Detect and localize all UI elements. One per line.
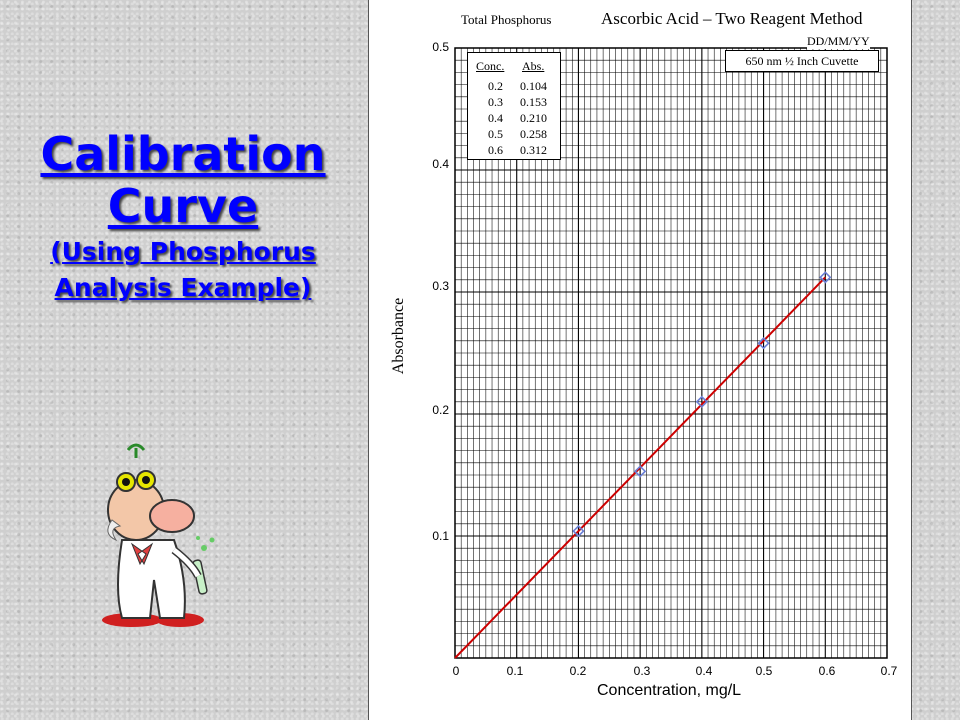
table-cell-abs: 0.104 xyxy=(520,79,547,93)
table-cell-conc: 0.2 xyxy=(488,79,503,93)
chart-title-right: Ascorbic Acid – Two Reagent Method xyxy=(601,9,863,28)
date-label: DD/MM/YY xyxy=(807,34,870,49)
data-table: Conc. Abs. 0.2 0.104 0.3 0.153 0.4 0.210… xyxy=(467,52,561,160)
calibration-chart: Total Phosphorus Ascorbic Acid – Two Rea… xyxy=(368,0,912,720)
x-tick-label: 0.6 xyxy=(818,664,836,678)
y-axis-label: Absorbance xyxy=(390,297,407,375)
slide-title-line-2: Curve xyxy=(107,179,259,233)
x-axis-label: Concentration, mg/L xyxy=(597,682,742,699)
x-tick-label: 0.7 xyxy=(880,664,898,678)
data-point xyxy=(695,395,708,408)
x-tick-label: 0.4 xyxy=(695,664,713,678)
table-cell-conc: 0.6 xyxy=(488,143,503,157)
slide-title-line-1: Calibration xyxy=(40,127,326,181)
wavelength-cuvette-box: 650 nm ½ Inch Cuvette xyxy=(725,50,879,72)
data-point xyxy=(572,524,585,538)
data-point xyxy=(819,271,832,284)
slide-title: Calibration Curve (Using Phosphorus Anal… xyxy=(10,128,356,304)
y-tick-label: 0.3 xyxy=(432,279,449,293)
table-cell-abs: 0.153 xyxy=(520,95,547,109)
chart-title-left: Total Phosphorus xyxy=(461,12,552,27)
x-tick-label: 0.3 xyxy=(633,664,651,678)
data-point xyxy=(634,465,647,478)
table-cell-conc: 0.4 xyxy=(488,111,503,125)
x-tick-label: 0 xyxy=(452,664,460,678)
table-header-conc: Conc. xyxy=(476,59,505,73)
chart-plot-area xyxy=(454,47,888,659)
y-tick-label: 0.4 xyxy=(432,157,449,171)
table-cell-abs: 0.312 xyxy=(520,143,547,157)
x-tick-label: 0.1 xyxy=(506,664,524,678)
slide-subtitle-line-1: (Using Phosphorus xyxy=(50,237,316,266)
y-tick-label: 0.1 xyxy=(432,529,449,543)
x-tick-label: 0.5 xyxy=(755,664,773,678)
y-tick-label: 0.2 xyxy=(432,403,449,417)
data-point xyxy=(757,337,770,350)
scientist-clipart xyxy=(102,443,215,627)
y-tick-label: 0.5 xyxy=(432,40,449,54)
slide-subtitle-line-2: Analysis Example) xyxy=(54,273,312,302)
x-tick-label: 0.2 xyxy=(569,664,587,678)
table-cell-conc: 0.5 xyxy=(488,127,503,141)
table-cell-conc: 0.3 xyxy=(488,95,503,109)
calibration-fit-line xyxy=(454,276,827,659)
table-cell-abs: 0.258 xyxy=(520,127,547,141)
table-cell-abs: 0.210 xyxy=(520,111,547,125)
table-header-abs: Abs. xyxy=(522,59,545,73)
